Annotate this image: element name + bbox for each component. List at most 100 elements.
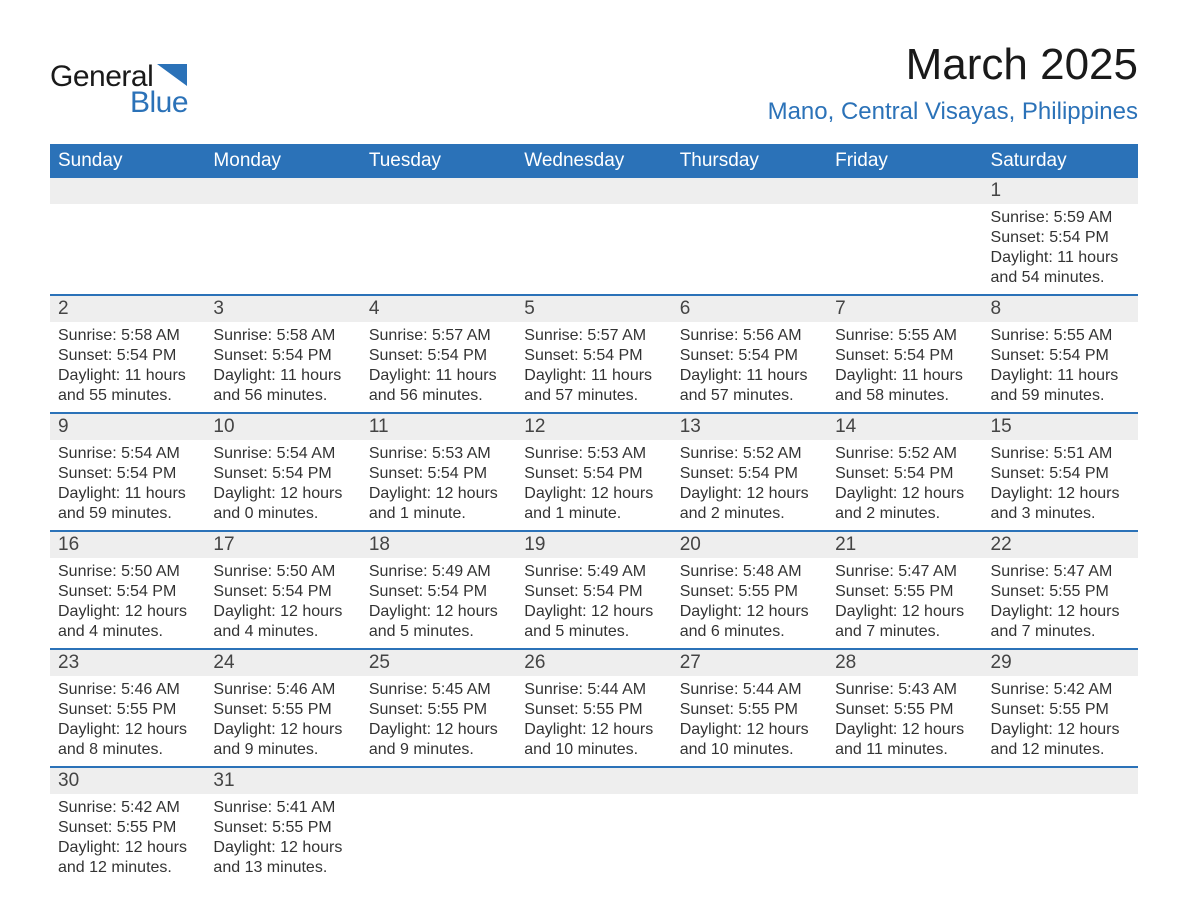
day-daylight1: Daylight: 12 hours bbox=[369, 602, 508, 622]
day-content: Sunrise: 5:42 AMSunset: 5:55 PMDaylight:… bbox=[50, 794, 205, 884]
day-sunrise: Sunrise: 5:42 AM bbox=[58, 798, 197, 818]
day-content: Sunrise: 5:59 AMSunset: 5:54 PMDaylight:… bbox=[983, 204, 1138, 294]
day-number bbox=[50, 178, 205, 204]
day-sunrise: Sunrise: 5:52 AM bbox=[680, 444, 819, 464]
day-sunrise: Sunrise: 5:55 AM bbox=[991, 326, 1130, 346]
empty-cell bbox=[672, 767, 827, 884]
day-sunrise: Sunrise: 5:55 AM bbox=[835, 326, 974, 346]
day-cell: 2Sunrise: 5:58 AMSunset: 5:54 PMDaylight… bbox=[50, 295, 205, 413]
week-row: 16Sunrise: 5:50 AMSunset: 5:54 PMDayligh… bbox=[50, 531, 1138, 649]
day-daylight1: Daylight: 12 hours bbox=[58, 720, 197, 740]
day-content bbox=[516, 794, 671, 824]
day-sunset: Sunset: 5:55 PM bbox=[524, 700, 663, 720]
day-number bbox=[516, 768, 671, 794]
day-sunrise: Sunrise: 5:45 AM bbox=[369, 680, 508, 700]
day-sunrise: Sunrise: 5:46 AM bbox=[58, 680, 197, 700]
day-daylight2: and 0 minutes. bbox=[213, 504, 352, 524]
day-sunrise: Sunrise: 5:48 AM bbox=[680, 562, 819, 582]
day-daylight1: Daylight: 11 hours bbox=[369, 366, 508, 386]
day-content: Sunrise: 5:49 AMSunset: 5:54 PMDaylight:… bbox=[361, 558, 516, 648]
day-sunset: Sunset: 5:54 PM bbox=[835, 346, 974, 366]
day-daylight1: Daylight: 12 hours bbox=[835, 602, 974, 622]
day-number: 26 bbox=[516, 650, 671, 676]
day-cell: 11Sunrise: 5:53 AMSunset: 5:54 PMDayligh… bbox=[361, 413, 516, 531]
day-daylight1: Daylight: 12 hours bbox=[524, 602, 663, 622]
day-content bbox=[205, 204, 360, 234]
day-content bbox=[672, 204, 827, 234]
day-daylight1: Daylight: 11 hours bbox=[58, 366, 197, 386]
day-sunset: Sunset: 5:54 PM bbox=[524, 464, 663, 484]
day-daylight2: and 7 minutes. bbox=[991, 622, 1130, 642]
weekday-header: Sunday bbox=[50, 144, 205, 178]
day-content: Sunrise: 5:41 AMSunset: 5:55 PMDaylight:… bbox=[205, 794, 360, 884]
day-daylight2: and 7 minutes. bbox=[835, 622, 974, 642]
empty-cell bbox=[50, 178, 205, 295]
day-sunset: Sunset: 5:55 PM bbox=[835, 700, 974, 720]
day-content: Sunrise: 5:43 AMSunset: 5:55 PMDaylight:… bbox=[827, 676, 982, 766]
day-sunset: Sunset: 5:54 PM bbox=[369, 464, 508, 484]
day-daylight2: and 11 minutes. bbox=[835, 740, 974, 760]
day-daylight2: and 12 minutes. bbox=[991, 740, 1130, 760]
day-daylight1: Daylight: 12 hours bbox=[213, 720, 352, 740]
day-sunrise: Sunrise: 5:44 AM bbox=[680, 680, 819, 700]
day-cell: 6Sunrise: 5:56 AMSunset: 5:54 PMDaylight… bbox=[672, 295, 827, 413]
day-number: 12 bbox=[516, 414, 671, 440]
day-daylight2: and 10 minutes. bbox=[524, 740, 663, 760]
day-cell: 28Sunrise: 5:43 AMSunset: 5:55 PMDayligh… bbox=[827, 649, 982, 767]
day-sunset: Sunset: 5:54 PM bbox=[58, 582, 197, 602]
day-sunrise: Sunrise: 5:58 AM bbox=[213, 326, 352, 346]
logo: General Blue bbox=[50, 40, 188, 120]
day-sunrise: Sunrise: 5:44 AM bbox=[524, 680, 663, 700]
day-number: 17 bbox=[205, 532, 360, 558]
day-cell: 25Sunrise: 5:45 AMSunset: 5:55 PMDayligh… bbox=[361, 649, 516, 767]
day-content: Sunrise: 5:46 AMSunset: 5:55 PMDaylight:… bbox=[205, 676, 360, 766]
empty-cell bbox=[205, 178, 360, 295]
day-sunrise: Sunrise: 5:56 AM bbox=[680, 326, 819, 346]
location-subtitle: Mano, Central Visayas, Philippines bbox=[768, 98, 1138, 126]
day-content bbox=[827, 794, 982, 824]
title-block: March 2025 Mano, Central Visayas, Philip… bbox=[768, 40, 1138, 126]
day-daylight1: Daylight: 12 hours bbox=[524, 720, 663, 740]
day-sunrise: Sunrise: 5:54 AM bbox=[213, 444, 352, 464]
day-sunrise: Sunrise: 5:47 AM bbox=[835, 562, 974, 582]
day-sunset: Sunset: 5:54 PM bbox=[835, 464, 974, 484]
day-number: 2 bbox=[50, 296, 205, 322]
day-content: Sunrise: 5:57 AMSunset: 5:54 PMDaylight:… bbox=[361, 322, 516, 412]
day-number: 30 bbox=[50, 768, 205, 794]
calendar-table: Sunday Monday Tuesday Wednesday Thursday… bbox=[50, 144, 1138, 884]
day-daylight2: and 5 minutes. bbox=[369, 622, 508, 642]
day-daylight2: and 9 minutes. bbox=[369, 740, 508, 760]
day-sunrise: Sunrise: 5:50 AM bbox=[58, 562, 197, 582]
day-number bbox=[827, 178, 982, 204]
day-number: 28 bbox=[827, 650, 982, 676]
day-content: Sunrise: 5:58 AMSunset: 5:54 PMDaylight:… bbox=[50, 322, 205, 412]
day-number: 14 bbox=[827, 414, 982, 440]
day-cell: 31Sunrise: 5:41 AMSunset: 5:55 PMDayligh… bbox=[205, 767, 360, 884]
day-sunset: Sunset: 5:55 PM bbox=[58, 818, 197, 838]
week-row: 30Sunrise: 5:42 AMSunset: 5:55 PMDayligh… bbox=[50, 767, 1138, 884]
day-number: 9 bbox=[50, 414, 205, 440]
day-sunset: Sunset: 5:54 PM bbox=[369, 582, 508, 602]
day-daylight2: and 57 minutes. bbox=[680, 386, 819, 406]
header: General Blue March 2025 Mano, Central Vi… bbox=[50, 40, 1138, 126]
day-daylight2: and 54 minutes. bbox=[991, 268, 1130, 288]
weekday-header: Thursday bbox=[672, 144, 827, 178]
day-number: 27 bbox=[672, 650, 827, 676]
day-cell: 24Sunrise: 5:46 AMSunset: 5:55 PMDayligh… bbox=[205, 649, 360, 767]
day-sunrise: Sunrise: 5:53 AM bbox=[369, 444, 508, 464]
empty-cell bbox=[827, 178, 982, 295]
day-daylight2: and 4 minutes. bbox=[213, 622, 352, 642]
day-sunrise: Sunrise: 5:58 AM bbox=[58, 326, 197, 346]
day-number: 29 bbox=[983, 650, 1138, 676]
day-sunset: Sunset: 5:54 PM bbox=[213, 582, 352, 602]
day-daylight1: Daylight: 11 hours bbox=[680, 366, 819, 386]
day-sunrise: Sunrise: 5:53 AM bbox=[524, 444, 663, 464]
calendar-body: 1Sunrise: 5:59 AMSunset: 5:54 PMDaylight… bbox=[50, 178, 1138, 884]
day-cell: 7Sunrise: 5:55 AMSunset: 5:54 PMDaylight… bbox=[827, 295, 982, 413]
day-content: Sunrise: 5:44 AMSunset: 5:55 PMDaylight:… bbox=[672, 676, 827, 766]
day-number: 3 bbox=[205, 296, 360, 322]
day-content: Sunrise: 5:57 AMSunset: 5:54 PMDaylight:… bbox=[516, 322, 671, 412]
day-sunrise: Sunrise: 5:57 AM bbox=[369, 326, 508, 346]
day-sunset: Sunset: 5:54 PM bbox=[58, 464, 197, 484]
day-sunset: Sunset: 5:54 PM bbox=[991, 228, 1130, 248]
